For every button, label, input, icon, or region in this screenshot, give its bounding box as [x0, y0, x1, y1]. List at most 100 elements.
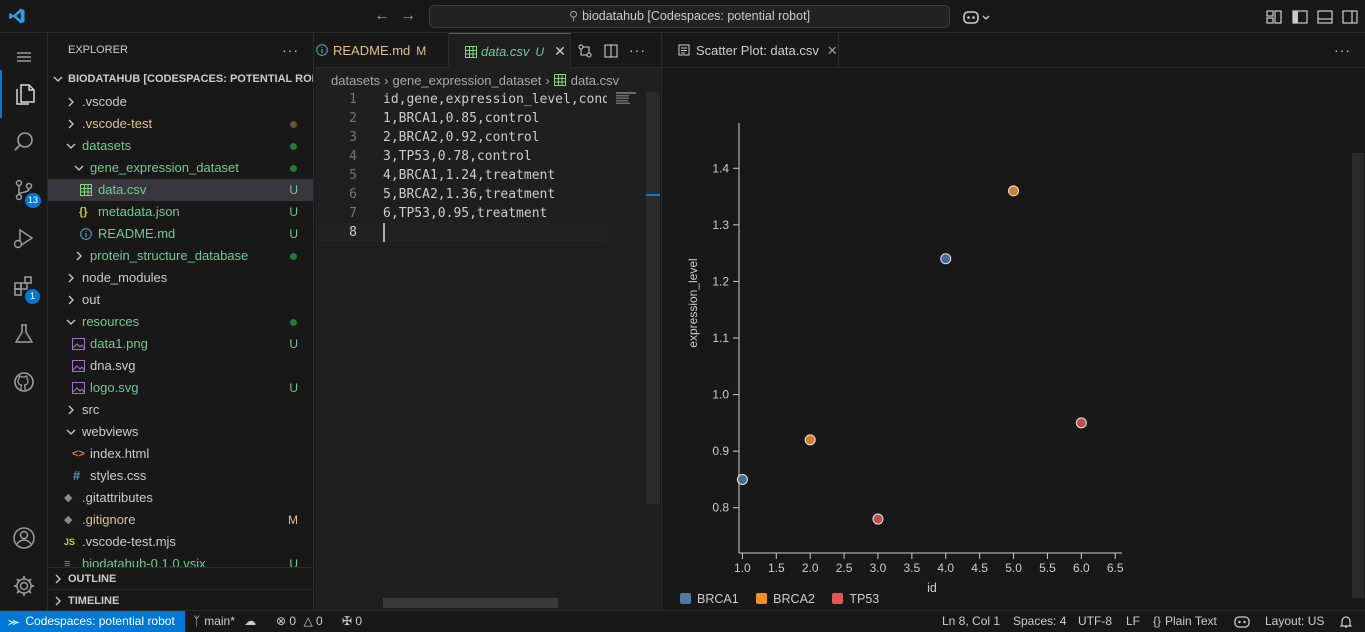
- code-line: 3 2,BRCA2,0.92,control: [349, 130, 540, 145]
- code-line: 7 6,TP53,0.95,treatment: [349, 206, 548, 221]
- eol-status[interactable]: LF: [1126, 614, 1141, 628]
- tab-data-csv[interactable]: data.csv U ✕: [449, 33, 571, 69]
- tree-folder-resources[interactable]: resources: [48, 311, 313, 333]
- tab-scatter-plot[interactable]: Scatter Plot: data.csv ✕: [662, 33, 839, 68]
- close-tab-icon[interactable]: ✕: [826, 43, 838, 58]
- github-icon[interactable]: [0, 358, 48, 406]
- html-file-icon: <>: [72, 448, 85, 460]
- split-editor-icon[interactable]: [603, 43, 619, 59]
- y-tick-label: 1.3: [712, 218, 729, 232]
- run-debug-icon[interactable]: [0, 214, 48, 262]
- open-changes-icon[interactable]: [577, 43, 593, 59]
- tree-file-gitignore[interactable]: ◆ .gitignore M: [48, 509, 313, 531]
- tree-file-styles-css[interactable]: # styles.css: [48, 465, 313, 487]
- explorer-icon[interactable]: [0, 70, 48, 118]
- package-file-icon: ≡: [64, 558, 71, 568]
- toggle-panel-icon[interactable]: [1315, 7, 1335, 27]
- more-actions-icon[interactable]: ···: [629, 42, 646, 58]
- untracked-dot: [290, 319, 297, 326]
- tree-file-dna-svg[interactable]: dna.svg: [48, 355, 313, 377]
- more-actions-icon[interactable]: ···: [282, 42, 299, 58]
- extensions-icon[interactable]: 1: [0, 262, 48, 310]
- breadcrumb-item[interactable]: data.csv: [570, 73, 620, 88]
- problems-status[interactable]: ⊗ 0 △ 0: [276, 614, 323, 628]
- vscode-logo-icon[interactable]: [8, 7, 26, 25]
- search-icon[interactable]: [0, 118, 48, 166]
- tree-file-metadata-json[interactable]: {} metadata.json U: [48, 201, 313, 223]
- tree-folder-protein[interactable]: protein_structure_database: [48, 245, 313, 267]
- data-point-brca1: [736, 473, 748, 485]
- remote-indicator[interactable]: ⪼ Codespaces: potential robot: [0, 611, 185, 632]
- tree-file-logo-svg[interactable]: logo.svg U: [48, 377, 313, 399]
- tree-folder-datasets[interactable]: datasets: [48, 135, 313, 157]
- tree-file-vsix[interactable]: ≡ biodatahub-0.1.0.vsix U: [48, 553, 313, 568]
- code-editor[interactable]: 1id,gene,expression_level,condition 21,B…: [315, 90, 607, 590]
- editor-group-left: README.md M data.csv U ✕ ··· datasets › gene_…: [315, 33, 660, 610]
- csv-file-icon: [465, 46, 477, 58]
- settings-gear-icon[interactable]: [0, 562, 48, 610]
- code-line: 5 4,BRCA1,1.24,treatment: [349, 168, 556, 183]
- ports-icon: ✠: [342, 614, 353, 628]
- tree-file-gitattributes[interactable]: ◆ .gitattributes: [48, 487, 313, 509]
- indentation-status[interactable]: Spaces: 4: [1013, 614, 1067, 628]
- customize-layout-icon[interactable]: [1264, 7, 1284, 27]
- branch-status[interactable]: ᛉ main* ☁: [193, 614, 257, 628]
- minimap[interactable]: [613, 90, 648, 590]
- svg-file-icon: [72, 382, 85, 394]
- legend-item-brca2[interactable]: BRCA2: [756, 592, 815, 606]
- tree-folder-vscode-test[interactable]: .vscode-test: [48, 113, 313, 135]
- menu-icon[interactable]: [0, 33, 48, 81]
- copilot-icon[interactable]: [962, 7, 992, 27]
- source-control-icon[interactable]: 13: [0, 166, 48, 214]
- editor-group-right: Scatter Plot: data.csv ✕ ··· 1.0 1.5 2.0 2.5…: [661, 33, 1365, 610]
- command-center-search[interactable]: ⚲ biodatahub [Codespaces: potential robot…: [429, 5, 950, 28]
- tree-folder-out[interactable]: out: [48, 289, 313, 311]
- breadcrumb-item[interactable]: gene_expression_dataset: [392, 73, 542, 88]
- tree-folder-vscode[interactable]: .vscode: [48, 91, 313, 113]
- outline-section[interactable]: OUTLINE: [48, 567, 313, 589]
- scroll-cursor-marker: [646, 194, 660, 196]
- chevron-right-icon: ›: [545, 73, 550, 88]
- tree-folder-node-modules[interactable]: node_modules: [48, 267, 313, 289]
- code-line: 6 5,BRCA2,1.36,treatment: [349, 187, 556, 202]
- encoding-status[interactable]: UTF-8: [1078, 614, 1112, 628]
- chart-legend: BRCA1 BRCA2 TP53: [680, 592, 893, 610]
- notifications-bell-icon[interactable]: [1338, 614, 1354, 629]
- toggle-secondary-sidebar-icon[interactable]: [1340, 7, 1360, 27]
- account-icon[interactable]: [0, 514, 48, 562]
- tree-folder-src[interactable]: src: [48, 399, 313, 421]
- more-actions-icon[interactable]: ···: [1334, 42, 1351, 58]
- close-tab-icon[interactable]: ✕: [554, 43, 566, 59]
- tree-file-data1-png[interactable]: data1.png U: [48, 333, 313, 355]
- tree-folder-webviews[interactable]: webviews: [48, 421, 313, 443]
- ports-status[interactable]: ✠ 0: [342, 614, 363, 628]
- legend-item-tp53[interactable]: TP53: [832, 592, 879, 606]
- tree-label: .gitattributes: [82, 490, 153, 505]
- tree-label: .vscode: [82, 94, 127, 109]
- tree-file-readme[interactable]: README.md U: [48, 223, 313, 245]
- tree-file-index-html[interactable]: <> index.html: [48, 443, 313, 465]
- cursor-position[interactable]: Ln 8, Col 1: [942, 614, 1001, 628]
- x-tick-label: 4.5: [971, 561, 988, 575]
- tree-label: protein_structure_database: [90, 248, 249, 263]
- preview-scrollbar[interactable]: [1352, 153, 1364, 598]
- toggle-primary-sidebar-icon[interactable]: [1290, 7, 1310, 27]
- x-tick-label: 2.0: [802, 561, 819, 575]
- tree-file-data-csv[interactable]: data.csv U: [48, 179, 313, 201]
- horizontal-scrollbar[interactable]: [383, 598, 558, 608]
- vertical-scrollbar[interactable]: [646, 92, 660, 504]
- language-mode[interactable]: {} Plain Text: [1153, 614, 1217, 628]
- testing-flask-icon[interactable]: [0, 310, 48, 358]
- tab-readme[interactable]: README.md M: [315, 33, 449, 68]
- legend-item-brca1[interactable]: BRCA1: [680, 592, 739, 606]
- forward-arrow-icon[interactable]: →: [400, 7, 416, 24]
- tree-folder-gene-expression[interactable]: gene_expression_dataset: [48, 157, 313, 179]
- copilot-status-icon[interactable]: [1234, 614, 1250, 629]
- keyboard-layout[interactable]: Layout: US: [1265, 614, 1325, 628]
- workspace-root[interactable]: BIODATAHUB [CODESPACES: POTENTIAL ROB...: [48, 68, 313, 90]
- timeline-section[interactable]: TIMELINE: [48, 589, 313, 610]
- git-status: U: [289, 381, 298, 395]
- breadcrumb-item[interactable]: datasets: [331, 73, 381, 88]
- tree-file-vscode-test-mjs[interactable]: JS .vscode-test.mjs: [48, 531, 313, 553]
- back-arrow-icon[interactable]: ←: [374, 7, 390, 24]
